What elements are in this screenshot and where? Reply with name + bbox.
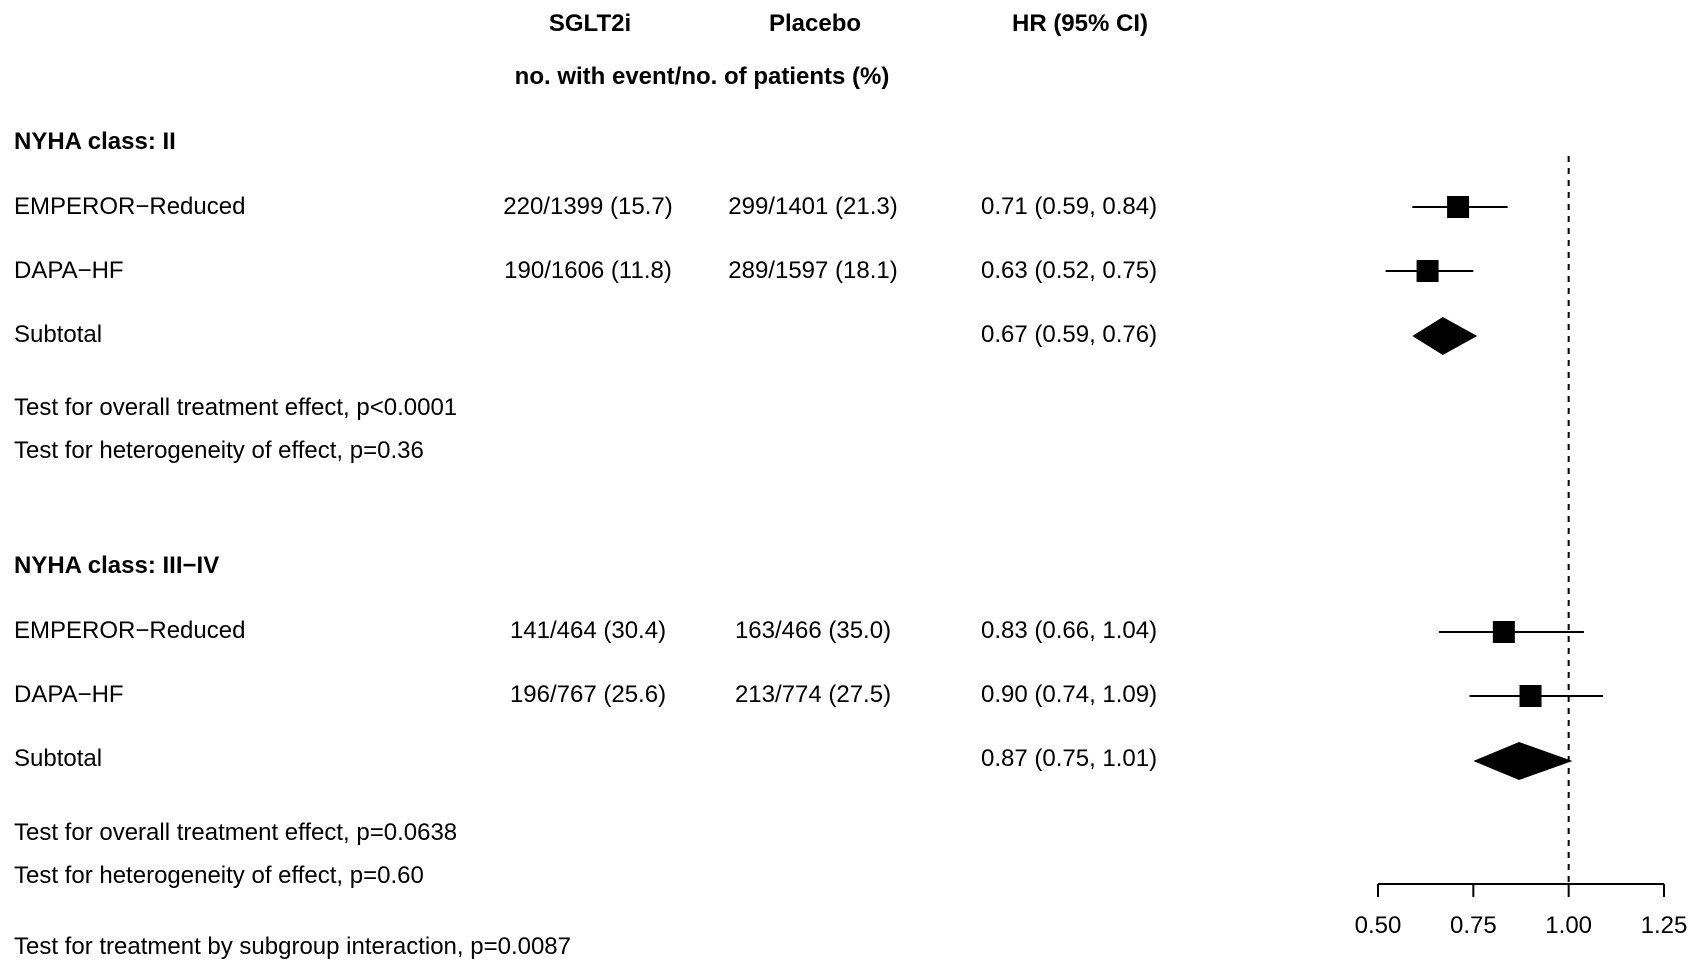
row-label: DAPA−HF — [14, 257, 124, 284]
row-placebo-value: 213/774 (27.5) — [734, 681, 892, 708]
row-hr-text: 0.71 (0.59, 0.84) — [981, 193, 1158, 220]
row-label: EMPEROR−Reduced — [14, 617, 246, 644]
subtotal-diamond — [1473, 742, 1573, 780]
header-hr: HR (95% CI) — [1011, 10, 1149, 37]
x-tick-label: 1.00 — [1545, 912, 1592, 939]
hr-marker — [1519, 685, 1542, 707]
test-overall: Test for overall treatment effect, p<0.0… — [14, 394, 458, 421]
row-placebo-value: 163/466 (35.0) — [734, 617, 892, 644]
row-hr-text: 0.83 (0.66, 1.04) — [981, 617, 1158, 644]
row-hr-text: 0.67 (0.59, 0.76) — [981, 321, 1158, 348]
subtotal-diamond — [1412, 317, 1478, 355]
group-title: NYHA class: II — [14, 128, 176, 155]
row-label: Subtotal — [14, 745, 103, 772]
hr-marker — [1447, 196, 1470, 218]
row-placebo-value: 289/1597 (18.1) — [728, 257, 898, 284]
row-hr-text: 0.90 (0.74, 1.09) — [981, 681, 1158, 708]
test-overall: Test for overall treatment effect, p=0.0… — [14, 819, 458, 846]
row-hr-text: 0.63 (0.52, 0.75) — [981, 257, 1158, 284]
group-title: NYHA class: III−IV — [14, 552, 220, 579]
test-heterogeneity: Test for heterogeneity of effect, p=0.60 — [14, 862, 424, 889]
interaction-test: Test for treatment by subgroup interacti… — [14, 933, 572, 960]
row-label: EMPEROR−Reduced — [14, 193, 246, 220]
row-label: DAPA−HF — [14, 681, 124, 708]
hr-marker — [1416, 260, 1439, 282]
header-placebo: Placebo — [768, 10, 862, 37]
row-sglt2i-value: 196/767 (25.6) — [509, 681, 667, 708]
row-hr-text: 0.87 (0.75, 1.01) — [981, 745, 1158, 772]
x-tick-label: 0.50 — [1355, 912, 1402, 939]
header-sglt2i: SGLT2i — [548, 10, 632, 37]
row-placebo-value: 299/1401 (21.3) — [728, 193, 898, 220]
header-subtitle: no. with event/no. of patients (%) — [514, 63, 890, 90]
x-tick-label: 1.25 — [1641, 912, 1688, 939]
hr-marker — [1492, 621, 1515, 643]
x-tick-label: 0.75 — [1450, 912, 1497, 939]
row-sglt2i-value: 220/1399 (15.7) — [503, 193, 673, 220]
row-sglt2i-value: 141/464 (30.4) — [509, 617, 667, 644]
row-sglt2i-value: 190/1606 (11.8) — [504, 257, 672, 284]
test-heterogeneity: Test for heterogeneity of effect, p=0.36 — [14, 437, 424, 464]
row-label: Subtotal — [14, 321, 103, 348]
